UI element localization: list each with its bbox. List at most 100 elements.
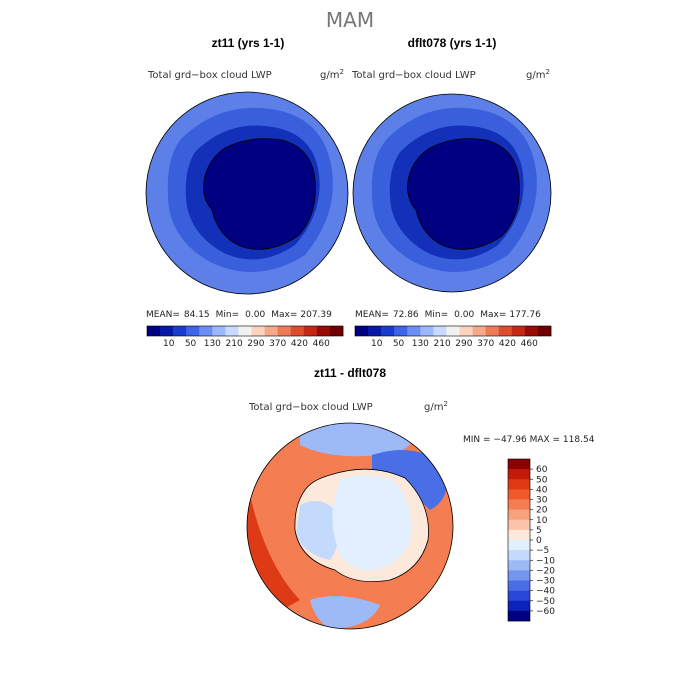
diff-slight-neg xyxy=(332,475,411,571)
antarctic-core xyxy=(407,138,520,250)
colorbar-tick-label: 290 xyxy=(455,339,472,349)
colorbar: 10 50 130 210 290 370 420 460 xyxy=(146,325,344,349)
colorbar-tick-label: −30 xyxy=(536,577,555,587)
colorbar-swatch xyxy=(420,326,434,336)
colorbar-swatch xyxy=(290,326,305,336)
colorbar-tick-label: 10 xyxy=(163,339,175,349)
colorbar-frame xyxy=(354,325,552,337)
colorbar-swatch xyxy=(173,326,187,336)
colorbar-swatch xyxy=(508,499,530,510)
figure-title: MAM xyxy=(326,8,374,32)
colorbar-swatch xyxy=(508,529,530,541)
colorbar-swatch xyxy=(147,326,161,336)
colorbar-swatch xyxy=(511,326,526,336)
panel-dflt078: dflt078 (yrs 1-1) Total grd−box cloud LW… xyxy=(351,36,552,349)
colorbar-swatch xyxy=(508,610,530,622)
colorbar-tick-label: 50 xyxy=(536,475,548,485)
colorbar-swatch xyxy=(508,550,530,561)
colorbar-tick-label: 130 xyxy=(412,339,429,349)
colorbar-swatch xyxy=(498,326,513,336)
colorbar-swatch xyxy=(303,326,318,336)
colorbar-swatch xyxy=(508,570,530,581)
colorbar-tick-label: 420 xyxy=(499,339,516,349)
colorbar-swatch xyxy=(508,519,530,531)
colorbar-swatch xyxy=(508,479,530,490)
colorbar-swatch xyxy=(316,326,331,336)
colorbar-swatch xyxy=(508,600,530,612)
colorbar-tick-label: 60 xyxy=(536,465,548,475)
colorbar-swatch xyxy=(264,326,278,336)
polar-map xyxy=(353,94,551,292)
antarctica-coastline xyxy=(407,138,520,250)
colorbar-tick-label: 210 xyxy=(434,339,451,349)
colorbar-swatch xyxy=(225,326,239,336)
colorbar-swatch xyxy=(199,326,213,336)
variable-label: Total grd−box cloud LWP xyxy=(351,70,476,81)
colorbar-tick-label: 130 xyxy=(204,339,221,349)
stats-line: MEAN= 72.86 Min= 0.00 Max= 177.76 xyxy=(355,310,541,320)
colorbar-tick-label: 30 xyxy=(536,496,548,506)
colorbar-tick-label: 5 xyxy=(536,526,542,536)
colorbar-swatch xyxy=(277,326,292,336)
colorbar-swatch xyxy=(433,326,447,336)
polar-map xyxy=(247,423,453,629)
colorbar-swatch xyxy=(446,326,460,336)
colorbar-tick-label: 460 xyxy=(313,339,330,349)
colorbar-tick-label: 10 xyxy=(371,339,383,349)
colorbar-swatch xyxy=(186,326,200,336)
panel-title: zt11 (yrs 1-1) xyxy=(212,36,285,50)
colorbar-swatch xyxy=(508,580,530,591)
colorbar-swatch xyxy=(508,489,530,500)
colorbar-swatch xyxy=(368,326,382,336)
colorbar-tick-label: −20 xyxy=(536,566,555,576)
colorbar-swatch xyxy=(508,469,530,480)
colorbar-tick-label: 50 xyxy=(393,339,405,349)
units-label: g/m2 xyxy=(320,68,344,81)
variable-label: Total grd−box cloud LWP xyxy=(147,70,272,81)
colorbar-swatch xyxy=(485,326,500,336)
colorbar-swatch xyxy=(537,326,552,336)
antarctic-core xyxy=(203,138,316,250)
colorbar-tick-label: 50 xyxy=(185,339,197,349)
stats-line: MEAN= 84.15 Min= 0.00 Max= 207.39 xyxy=(146,310,332,320)
colorbar-swatch xyxy=(238,326,252,336)
colorbar-swatch xyxy=(212,326,226,336)
units-label: g/m2 xyxy=(526,68,550,81)
colorbar: 10 50 130 210 290 370 420 460 xyxy=(354,325,552,349)
colorbar-swatch xyxy=(472,326,486,336)
colorbar-frame xyxy=(146,325,344,337)
stats-line: MIN = −47.96 MAX = 118.54 xyxy=(463,435,595,445)
colorbar-swatch xyxy=(160,326,174,336)
colorbar-swatch xyxy=(355,326,369,336)
diff-neg-south xyxy=(310,596,380,629)
colorbar-swatch xyxy=(251,326,265,336)
colorbar-tick-label: 420 xyxy=(291,339,308,349)
antarctica-coastline xyxy=(294,468,429,583)
panel-title: zt11 - dflt078 xyxy=(314,366,386,380)
colorbar-swatch xyxy=(329,326,344,336)
colorbar-tick-label: 10 xyxy=(536,516,548,526)
colorbar-tick-label: −10 xyxy=(536,556,555,566)
units-label: g/m2 xyxy=(424,400,448,413)
map-border xyxy=(246,422,454,630)
colorbar-tick-label: 0 xyxy=(536,536,542,546)
colorbar-tick-label: −40 xyxy=(536,587,555,597)
colorbar-tick-label: −50 xyxy=(536,597,555,607)
colorbar-swatch xyxy=(508,459,530,470)
colorbar-swatch xyxy=(508,590,530,602)
colorbar-tick-label: 290 xyxy=(247,339,264,349)
colorbar-swatch xyxy=(407,326,421,336)
polar-map xyxy=(146,92,348,294)
colorbar-tick-label: 370 xyxy=(477,339,494,349)
colorbar-tick-label: 460 xyxy=(521,339,538,349)
antarctica-coastline xyxy=(203,138,316,250)
diff-neg-northeast xyxy=(372,450,449,510)
colorbar-swatch xyxy=(394,326,408,336)
colorbar-swatch xyxy=(381,326,395,336)
colorbar-tick-label: 210 xyxy=(226,339,243,349)
diff-weak-neg xyxy=(296,501,339,560)
colorbar-swatch xyxy=(508,509,530,521)
colorbar-swatch xyxy=(508,560,530,571)
